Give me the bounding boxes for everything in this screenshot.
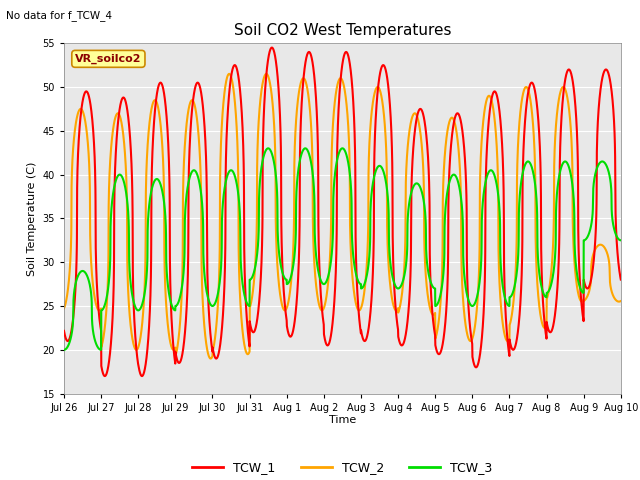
TCW_3: [518, 175, 525, 180]
Y-axis label: Soil Temperature (C): Soil Temperature (C): [27, 161, 37, 276]
TCW_3: [476, 279, 483, 285]
X-axis label: Time: Time: [329, 415, 356, 425]
TCW_1: [617, 276, 625, 282]
TCW_3: [394, 286, 402, 291]
Title: Soil CO2 West Temperatures: Soil CO2 West Temperatures: [234, 23, 451, 38]
TCW_2: [617, 298, 625, 304]
TCW_3: [422, 249, 430, 255]
TCW_3: [161, 210, 169, 216]
TCW_3: [273, 185, 281, 191]
TCW_2: [207, 356, 214, 361]
TCW_2: [273, 255, 281, 261]
Text: No data for f_TCW_4: No data for f_TCW_4: [6, 10, 113, 21]
TCW_2: [161, 281, 169, 287]
TCW_1: [60, 328, 68, 334]
TCW_1: [394, 333, 402, 339]
TCW_3: [264, 145, 272, 151]
TCW_1: [422, 132, 430, 138]
TCW_2: [518, 96, 526, 102]
TCW_2: [394, 310, 402, 315]
TCW_1: [273, 67, 281, 73]
TCW_1: [476, 354, 483, 360]
TCW_2: [225, 71, 233, 77]
TCW_1: [138, 373, 146, 379]
TCW_3: [60, 347, 68, 353]
Legend: TCW_1, TCW_2, TCW_3: TCW_1, TCW_2, TCW_3: [187, 456, 498, 479]
Line: TCW_3: TCW_3: [64, 148, 621, 350]
TCW_2: [422, 279, 430, 285]
Line: TCW_2: TCW_2: [64, 74, 621, 359]
Line: TCW_1: TCW_1: [64, 48, 621, 376]
TCW_1: [268, 45, 276, 50]
TCW_2: [476, 236, 483, 241]
TCW_1: [161, 99, 169, 105]
TCW_2: [60, 305, 68, 311]
TCW_3: [617, 238, 625, 243]
Text: VR_soilco2: VR_soilco2: [75, 54, 141, 64]
TCW_1: [518, 260, 526, 266]
